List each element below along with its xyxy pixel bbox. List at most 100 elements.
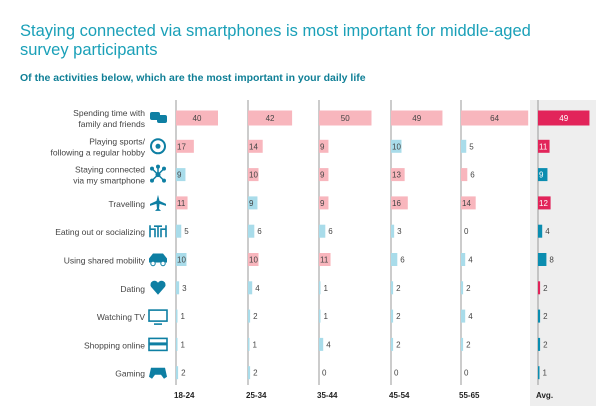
- bar: [176, 309, 178, 323]
- tv-icon: [148, 309, 168, 325]
- data-label: 1: [324, 312, 329, 321]
- table: [149, 225, 167, 238]
- bar: [248, 196, 258, 210]
- network-icon: [150, 164, 166, 183]
- bar: [461, 168, 468, 182]
- data-label: 2: [253, 312, 258, 321]
- data-label: 6: [328, 227, 333, 236]
- bar: [319, 253, 331, 266]
- data-label: 2: [396, 312, 401, 321]
- heart-icon: [150, 280, 166, 295]
- data-label: 42: [266, 114, 275, 123]
- bar: [461, 281, 464, 295]
- x-tick-label: 18-24: [174, 391, 195, 400]
- data-label: 6: [400, 256, 405, 265]
- table-icon: [149, 225, 167, 238]
- bar: [248, 139, 263, 153]
- data-label: 0: [464, 227, 469, 236]
- data-label: 9: [249, 199, 254, 208]
- data-label: 64: [490, 114, 499, 123]
- bar: [176, 224, 182, 238]
- gamepad: [149, 367, 167, 379]
- x-tick-label: 35-44: [317, 391, 338, 400]
- data-label: 0: [322, 369, 327, 378]
- bar: [248, 281, 253, 295]
- car-body: [149, 253, 167, 263]
- tv-screen: [148, 309, 168, 322]
- data-label: 6: [257, 227, 262, 236]
- data-label: 2: [253, 369, 258, 378]
- bar: [461, 139, 467, 153]
- data-label: 40: [193, 114, 202, 123]
- chart-title: Staying connected via smartphones is mos…: [20, 22, 531, 59]
- bar: [319, 281, 321, 295]
- bar: [461, 337, 464, 351]
- chat-bubbles-icon: [150, 112, 167, 123]
- soccer-ball-icon: [150, 138, 166, 155]
- bar: [176, 168, 186, 182]
- data-label: 1: [181, 340, 186, 349]
- data-label: 11: [539, 142, 548, 151]
- bar: [319, 110, 372, 126]
- credit-card-icon: [148, 337, 168, 352]
- data-label: 4: [545, 227, 550, 236]
- category-label: Gaming: [115, 369, 145, 379]
- data-label: 1: [181, 312, 186, 321]
- bar: [319, 337, 324, 351]
- data-label: 4: [468, 312, 473, 321]
- bar: [538, 224, 543, 238]
- x-tick-label: 45-54: [389, 391, 410, 400]
- data-label: 3: [397, 227, 402, 236]
- bar: [461, 253, 466, 266]
- net-hub: [155, 172, 161, 178]
- bar: [319, 309, 321, 323]
- bar: [538, 309, 541, 323]
- category-label: Watching TV: [97, 312, 146, 322]
- data-label: 6: [470, 171, 475, 180]
- bar: [176, 253, 187, 266]
- data-label: 13: [392, 171, 401, 180]
- bar: [391, 309, 394, 323]
- data-label: 50: [341, 114, 350, 123]
- data-label: 10: [249, 256, 258, 265]
- bar: [248, 309, 251, 323]
- data-label: 2: [396, 340, 401, 349]
- bar: [538, 281, 541, 295]
- bar: [538, 168, 548, 182]
- data-label: 14: [462, 199, 471, 208]
- data-label: 2: [543, 340, 548, 349]
- data-label: 2: [396, 284, 401, 293]
- bar: [538, 253, 547, 266]
- data-label: 4: [326, 340, 331, 349]
- bar: [176, 366, 179, 380]
- category-label: family and friends: [78, 119, 145, 129]
- net-node: [162, 166, 166, 171]
- data-label: 9: [320, 142, 325, 151]
- data-label: 1: [324, 284, 329, 293]
- data-label: 0: [394, 369, 399, 378]
- airplane-icon: [150, 194, 166, 211]
- x-tick-label: Avg.: [536, 391, 553, 400]
- bar: [319, 139, 329, 153]
- bar: [319, 168, 329, 182]
- category-label: Shopping online: [84, 340, 145, 350]
- chart-subtitle: Of the activities below, which are the m…: [20, 72, 366, 84]
- bar: [319, 196, 329, 210]
- bar: [176, 196, 188, 210]
- bar: [391, 337, 394, 351]
- data-label: 14: [249, 142, 258, 151]
- data-label: 9: [177, 171, 182, 180]
- bar: [391, 224, 395, 238]
- bar: [391, 110, 443, 126]
- data-label: 1: [543, 369, 548, 378]
- bar: [391, 281, 394, 295]
- plane: [150, 194, 166, 211]
- bar: [176, 139, 194, 153]
- bar: [538, 196, 551, 210]
- category-label: Playing sports/: [89, 136, 145, 146]
- data-label: 10: [392, 142, 401, 151]
- ball-center: [155, 143, 161, 149]
- data-label: 5: [184, 227, 189, 236]
- data-label: 17: [177, 142, 186, 151]
- bar: [461, 196, 476, 210]
